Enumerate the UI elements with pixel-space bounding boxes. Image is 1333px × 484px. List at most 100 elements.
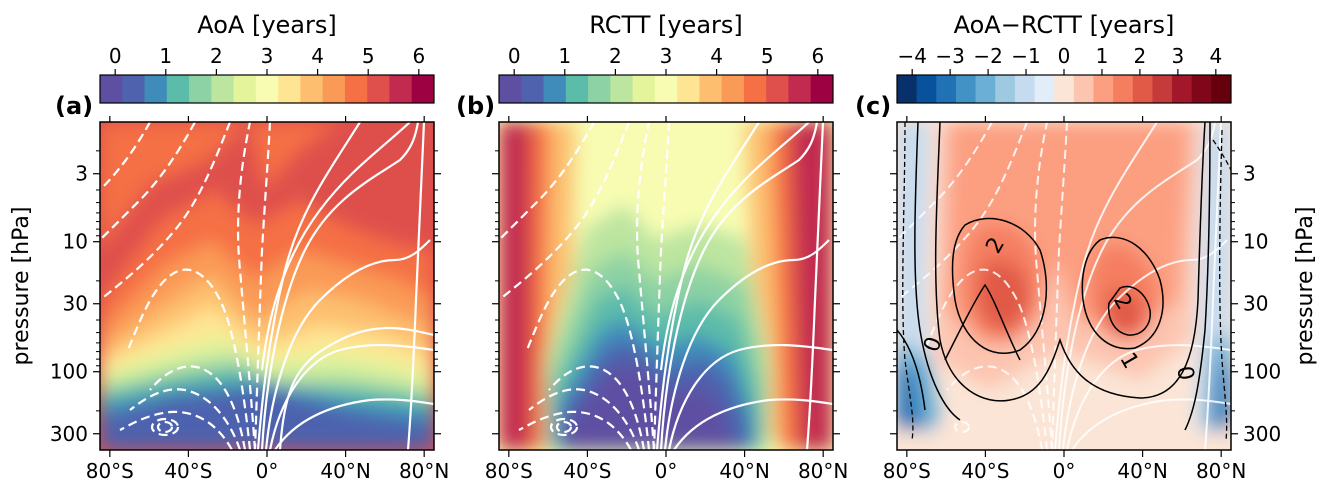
colorbar-a-segment [322,75,346,103]
y-tick-label-a: 300 [50,422,88,446]
colorbar-a-tick-label: 6 [412,44,425,68]
x-tick-label-c: 40°S [961,459,1009,483]
colorbar-b-tick-label: 0 [508,44,521,68]
colorbar-a-segment [255,75,279,103]
colorbar-a-segment [122,75,146,103]
colorbar-c-segment [1054,75,1075,103]
colorbar-c-segment [1073,75,1094,103]
y-axis-label-left: pressure [hPa] [9,207,34,366]
colorbar-b-segment [543,75,567,103]
colorbar-a-title: AoA [years] [197,11,337,39]
plot-area-c: 2 2 0 1 0 [897,122,1231,450]
colorbar-b-tick-label: 5 [761,44,774,68]
y-tick-label-a: 10 [63,230,88,254]
colorbar-c-segment [897,75,918,103]
colorbar-a-segment [300,75,324,103]
y-tick-label-a: 3 [75,162,88,186]
x-tick-label-c: 0° [1053,459,1076,483]
y-tick-label-c: 10 [1243,230,1268,254]
colorbar-a-segment [367,75,390,103]
colorbar-a-segment [344,75,368,103]
axes-a: 80°S 40°S 0° 40°N 80°N 3 10 30 100 300 [50,116,449,483]
colorbar-b: 0 1 2 3 4 5 6 [498,44,834,104]
colorbar-c-segment [1034,75,1055,103]
colorbar-c-segment [975,75,996,103]
colorbar-b-segment [743,75,767,103]
colorbar-c-segment [936,75,957,103]
panel-label-a: (a) [55,92,93,120]
colorbar-a-segment [278,75,301,103]
colorbar-b-tick-label: 3 [660,44,673,68]
colorbar-b-segment [677,75,700,103]
x-tick-label-a: 80°S [86,459,134,483]
colorbar-c-segment [1191,75,1212,103]
colorbar-b-segment [565,75,589,103]
colorbar-c-segment [995,75,1016,103]
plot-area-a [100,122,434,450]
colorbar-b-segment [788,75,812,103]
x-tick-label-b: 40°S [563,459,611,483]
streamlines-dashed-c [897,122,1068,450]
colorbar-a-segment [389,75,413,103]
panel-c: AoA−RCTT [years] −4 −3 −2 −1 0 1 2 3 4 (c) [855,11,1281,483]
colorbar-b-segment [810,75,834,103]
colorbar-c-title: AoA−RCTT [years] [954,11,1175,39]
axes-c: 80°S 40°S 0° 40°N 80°N 3 10 30 100 300 [883,116,1281,483]
x-tick-label-b: 0° [655,459,678,483]
x-tick-label-a: 40°N [320,459,370,483]
colorbar-a: 0 1 2 3 4 5 6 [99,44,435,104]
colorbar-c-tick-label: −3 [935,44,964,68]
colorbar-a-segment [411,75,435,103]
streamlines-b [655,122,833,450]
colorbar-b-segment [499,75,522,103]
colorbar-b-title: RCTT [years] [589,11,743,39]
colorbar-a-tick-label: 0 [109,44,122,68]
x-tick-label-c: 80°S [883,459,931,483]
colorbar-c-tick-label: 4 [1209,44,1222,68]
y-tick-label-c: 3 [1243,162,1256,186]
colorbar-c-segment [1093,75,1114,103]
colorbar-b-tick-label: 4 [710,44,723,68]
colorbar-b-segment [766,75,789,103]
contours-dashed-c [902,122,1231,441]
colorbar-c-segment [1172,75,1193,103]
contours-c [897,122,1211,431]
colorbar-c-tick-label: −4 [897,44,926,68]
x-tick-label-c: 40°N [1117,459,1167,483]
colorbar-c-segment [1132,75,1153,103]
colorbar-c-segment [1152,75,1173,103]
colorbar-b-segment [699,75,723,103]
streamlines-dashed-a [100,122,272,450]
x-tick-label-b: 80°N [798,459,848,483]
y-tick-label-c: 100 [1243,360,1281,384]
axes-b: 80°S 40°S 0° 40°N 80°N [485,116,848,483]
colorbar-a-segment [166,75,190,103]
panel-label-b: (b) [456,92,495,120]
x-tick-label-b: 40°N [719,459,769,483]
y-tick-label-a: 30 [63,292,88,316]
colorbar-a-segment [144,75,168,103]
x-tick-label-b: 80°S [485,459,533,483]
colorbar-c-tick-label: 0 [1058,44,1071,68]
colorbar-c: −4 −3 −2 −1 0 1 2 3 4 [896,44,1232,104]
streamlines-a [256,122,434,450]
colorbar-c-segment [1211,75,1232,103]
colorbar-c-tick-label: −2 [973,44,1002,68]
y-tick-label-c: 300 [1243,422,1281,446]
colorbar-a-segment [100,75,123,103]
y-axis-label-right: pressure [hPa] [1293,207,1318,366]
colorbar-a-tick-label: 3 [261,44,274,68]
colorbar-a-segment [233,75,257,103]
colorbar-c-segment [916,75,937,103]
colorbar-c-tick-label: 2 [1134,44,1147,68]
x-tick-label-a: 80°N [399,459,449,483]
colorbar-c-segment [1014,75,1036,103]
colorbar-a-tick-label: 4 [311,44,324,68]
colorbar-a-tick-label: 1 [159,44,172,68]
streamlines-dashed-b [499,122,671,450]
colorbar-b-segment [632,75,656,103]
colorbar-a-segment [189,75,212,103]
y-tick-label-c: 30 [1243,292,1268,316]
panel-label-c: (c) [855,92,891,120]
